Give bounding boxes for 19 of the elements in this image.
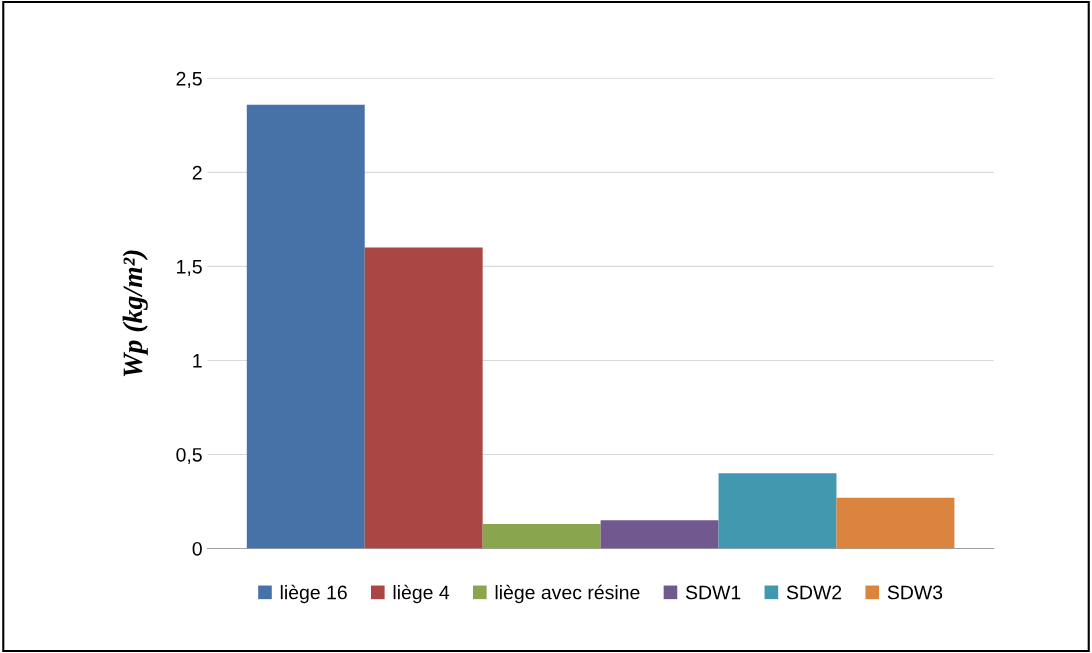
bar (364, 247, 483, 549)
y-tick-label: 2,5 (176, 71, 202, 88)
bar (600, 520, 719, 549)
bar (836, 497, 955, 549)
y-tick-label: 0,5 (176, 447, 202, 465)
legend-label: SDW1 (685, 585, 741, 600)
legend-label: liège 4 (393, 584, 450, 604)
y-tick-label: 1 (193, 354, 202, 368)
legend-label: SDW2 (786, 585, 842, 600)
bar (246, 104, 365, 549)
y-tick-label: 1,5 (177, 260, 202, 276)
y-axis-title: Wp (kg/m²) (122, 250, 148, 377)
legend-label: SDW3 (887, 585, 943, 600)
y-tick-label: 2 (192, 165, 202, 180)
legend-label: liège avec résine (495, 584, 640, 604)
bar (482, 524, 601, 549)
y-tick-label: 0 (192, 541, 202, 556)
bar (718, 473, 837, 549)
legend-label: liège 16 (280, 584, 347, 604)
